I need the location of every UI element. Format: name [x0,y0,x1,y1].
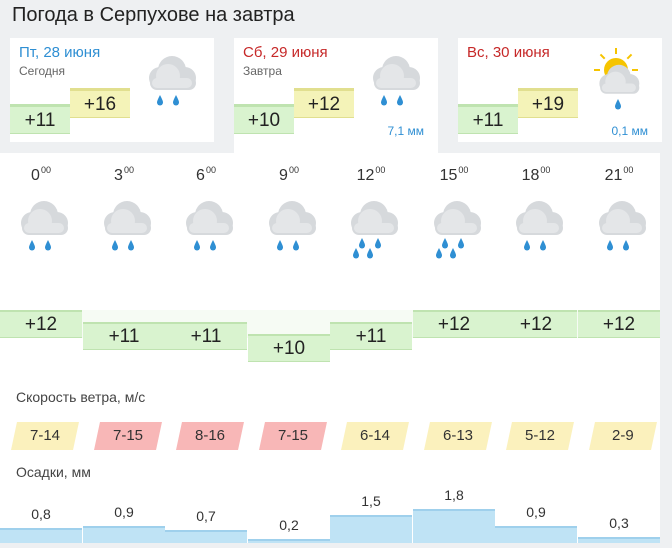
hour-label: 1200 [356,165,386,184]
hour-label: 000 [31,165,51,184]
hourly-forecast-panel: 000 300 600 900 1200 1500 1800 2100 +12 +11 +11 +1… [0,153,660,543]
hour-column: 300 [83,153,165,333]
hour-column: 1500 [413,153,495,333]
precipitation-value: 1,5 [361,493,381,509]
precipitation-value: 0,2 [279,517,299,533]
page-title: Погода в Серпухове на завтра [12,4,295,26]
precipitation-section-label: Осадки, мм [16,464,91,480]
hour-column: 2100 [578,153,660,333]
hour-column: 1800 [495,153,577,333]
precipitation-bar [165,530,247,543]
wind-speed-badge: 6-13 [424,422,492,450]
precipitation-bar [495,526,577,543]
precipitation-bar [330,515,412,543]
rain-cloud-icon [258,193,320,259]
hour-column: 900 [248,153,330,333]
rain-cloud-icon [340,193,402,259]
day-card-date: Вс, 30 июня [467,44,550,61]
precipitation-value: 0,9 [526,504,546,520]
hourly-temperature: +11 [165,322,247,350]
precipitation-value: 0,8 [31,506,51,522]
wind-speed-badge: 7-15 [259,422,327,450]
day-card[interactable]: Пт, 28 июня Сегодня +11 +16 [10,38,214,142]
precipitation-value: 1,8 [444,487,464,503]
hour-label: 2100 [604,165,634,184]
wind-speed-badge: 7-15 [94,422,162,450]
precipitation-bar [248,539,330,543]
precipitation-value: 0,7 [196,508,216,524]
day-card[interactable]: Сб, 29 июня Завтра +10 +12 7,1 мм [234,38,438,156]
hour-label: 1500 [439,165,469,184]
day-card-date: Пт, 28 июня [19,44,101,61]
hourly-temperature: +12 [578,310,660,338]
wind-speed-badge: 8-16 [176,422,244,450]
rain-cloud-icon [175,193,237,259]
day-card-date: Сб, 29 июня [243,44,328,61]
hour-column: 600 [165,153,247,333]
rain-cloud-icon [505,193,567,259]
precipitation-value: 0,9 [114,504,134,520]
wind-section-label: Скорость ветра, м/с [16,389,146,405]
wind-speed-badge: 5-12 [506,422,574,450]
day-card-max-temp: +16 [70,88,130,118]
hourly-temperature: +11 [83,322,165,350]
day-card-min-temp: +10 [234,104,294,134]
day-card-subtitle: Завтра [243,64,282,78]
day-card-precipitation: 7,1 мм [387,124,424,138]
day-card-min-temp: +11 [10,104,70,134]
rain-cloud-icon [93,193,155,259]
hourly-temperature: +10 [248,334,330,362]
hourly-temperature: +12 [495,310,577,338]
day-card-precipitation: 0,1 мм [611,124,648,138]
rain-cloud-icon [588,193,650,259]
rain-cloud-icon [362,48,424,114]
rain-cloud-icon [10,193,72,259]
day-card-subtitle: Сегодня [19,64,65,78]
wind-speed-badge: 6-14 [341,422,409,450]
hourly-temperature: +12 [0,310,82,338]
wind-speed-badge: 7-14 [11,422,79,450]
precipitation-value: 0,3 [609,515,629,531]
day-card[interactable]: Вс, 30 июня +11 +19 0,1 мм [458,38,662,142]
day-card-max-temp: +19 [518,88,578,118]
hour-label: 300 [114,165,134,184]
precipitation-bar [83,526,165,543]
precipitation-bar [0,528,82,543]
rain-cloud-icon [138,48,200,114]
sun-cloud-rain-icon [586,48,648,114]
precipitation-bar [413,509,495,543]
precipitation-bar [578,537,660,543]
hour-label: 900 [279,165,299,184]
rain-cloud-icon [423,193,485,259]
wind-speed-badge: 2-9 [589,422,657,450]
precipitation-chart: 0,8 0,9 0,7 0,2 1,5 1,8 0,9 0,3 [0,483,660,543]
hour-column: 000 [0,153,82,333]
hour-label: 1800 [521,165,551,184]
hourly-temperature: +11 [330,322,412,350]
hourly-temperature: +12 [413,310,495,338]
hour-label: 600 [196,165,216,184]
hour-column: 1200 [330,153,412,333]
day-card-max-temp: +12 [294,88,354,118]
day-card-min-temp: +11 [458,104,518,134]
